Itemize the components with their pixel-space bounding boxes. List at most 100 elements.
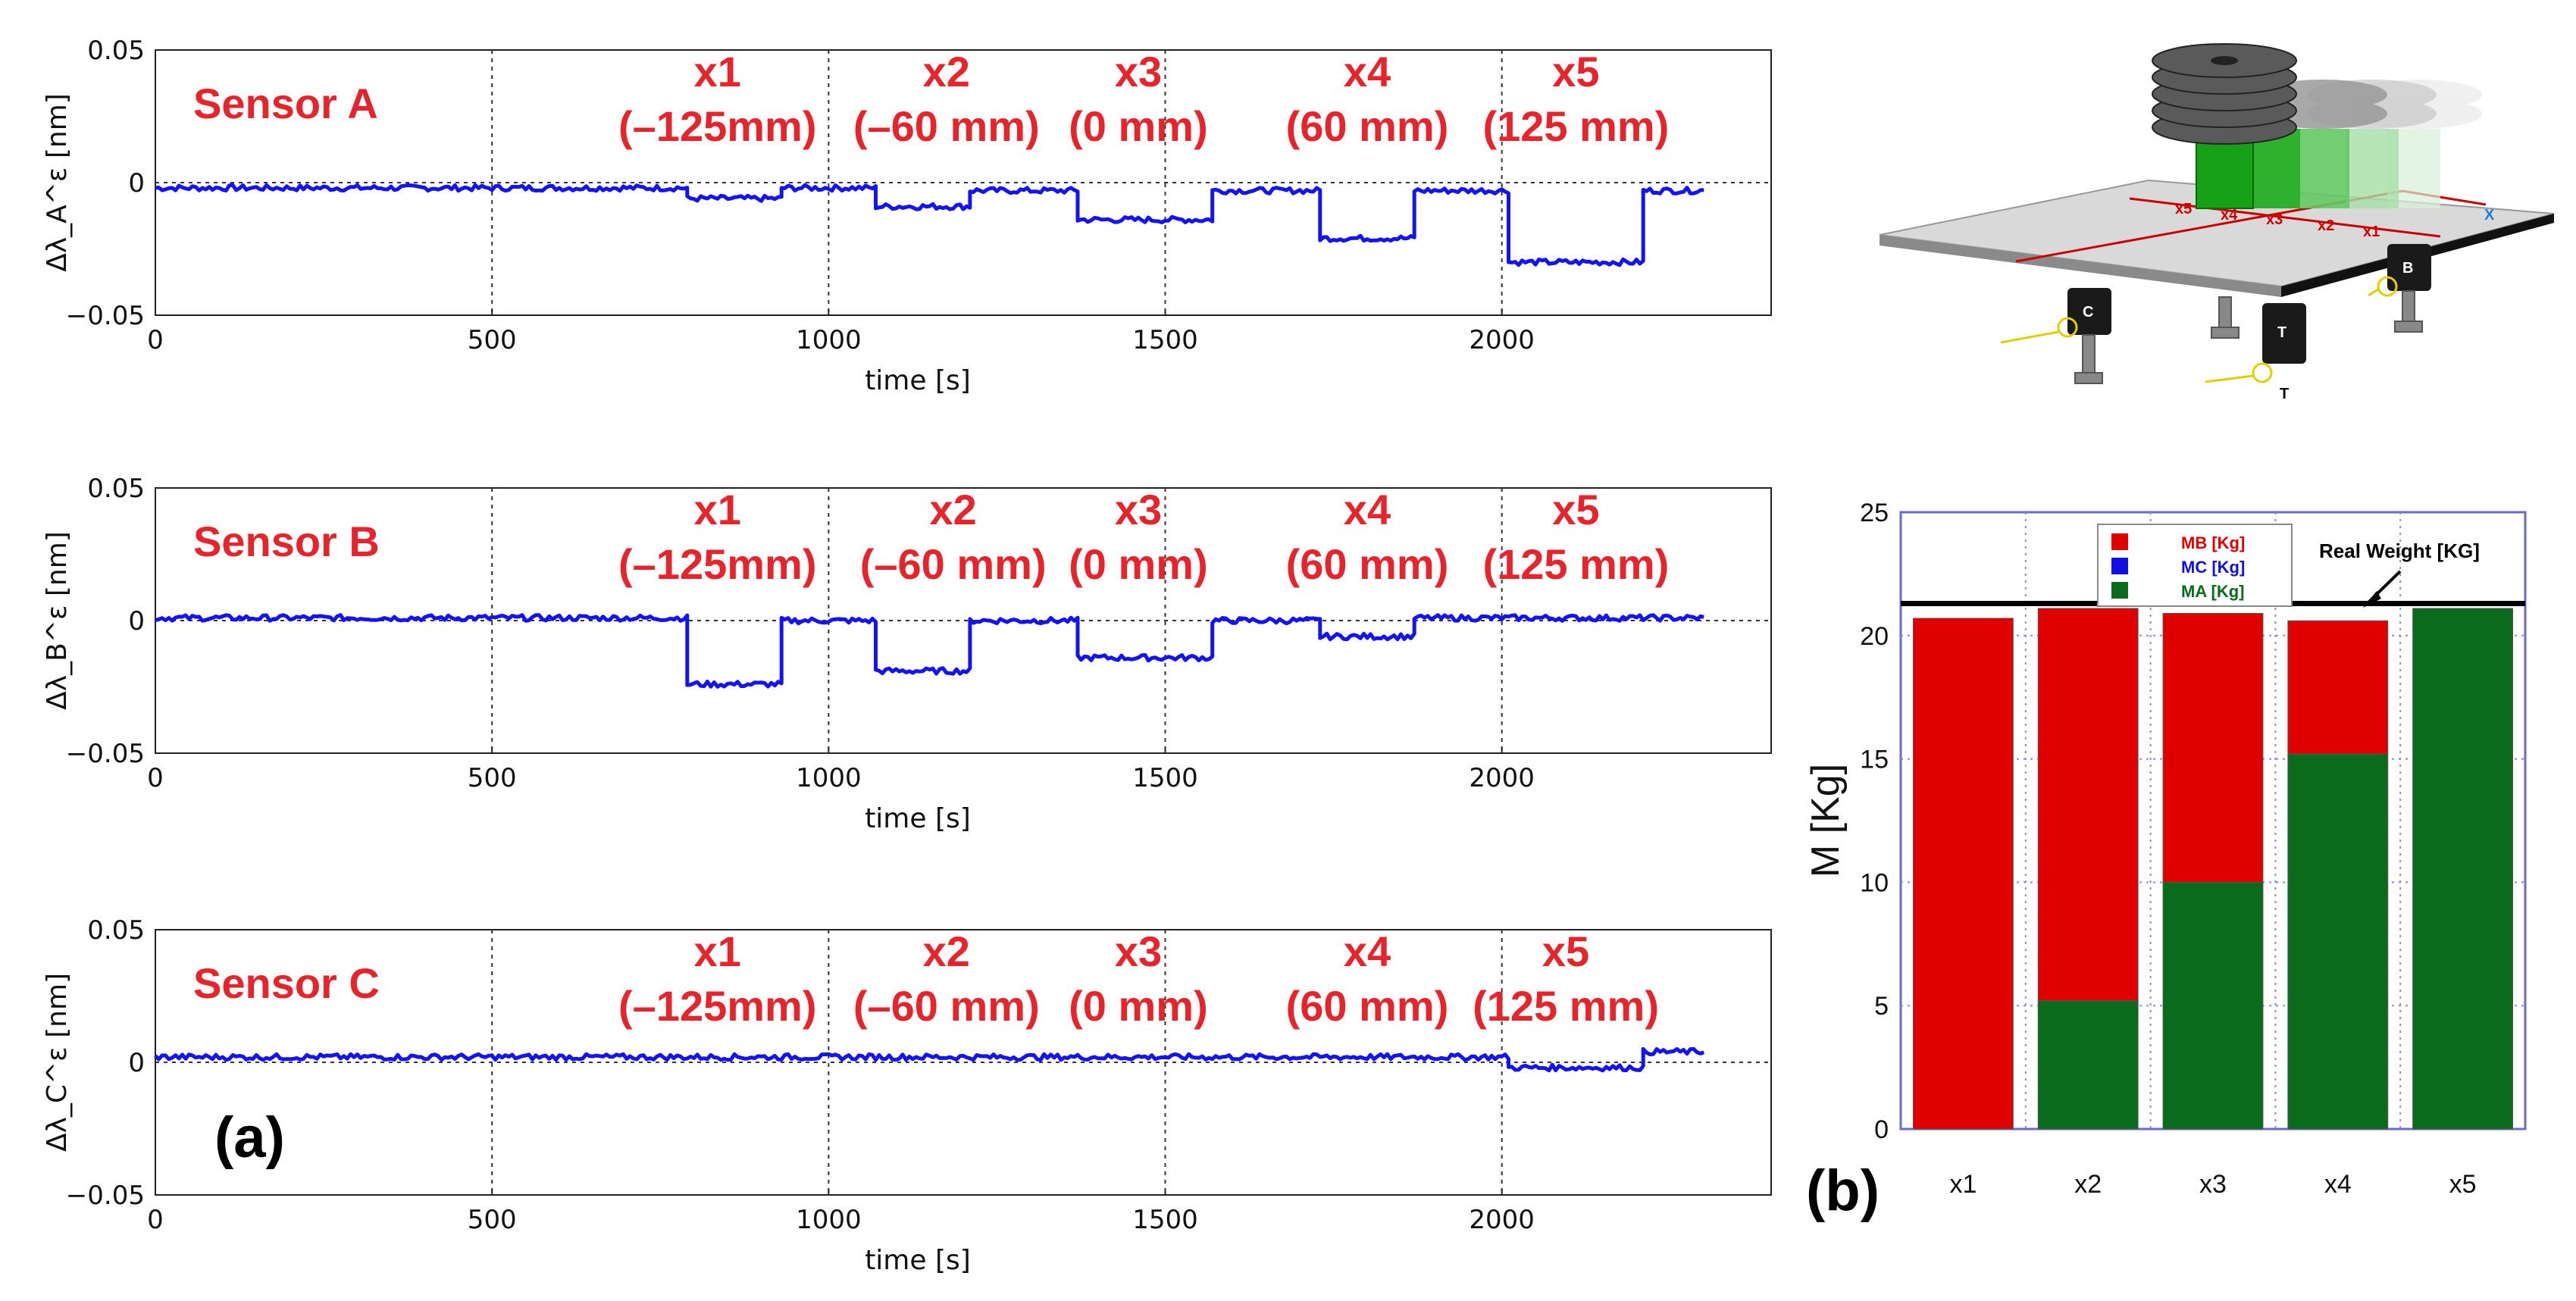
- sensor-a-ylabel: Δλ_A^ε [nm]: [42, 93, 73, 272]
- bar-ytick-label: 20: [1860, 622, 1889, 651]
- sensor-b-ytick-label: 0.05: [87, 474, 145, 504]
- illustration-sensor-t: T: [2277, 324, 2286, 341]
- sensor-b-xtick-label: 1500: [1132, 763, 1198, 793]
- sensor-b-ytick-label: −0.05: [66, 739, 145, 769]
- sensor-c-annotation-label: x3: [1115, 927, 1162, 975]
- sensor-c-xtick-label: 0: [147, 1205, 164, 1235]
- sensor-a-xtick-label: 0: [147, 325, 164, 355]
- sensor-c-ytick-label: 0.05: [87, 915, 145, 946]
- sensor-b-annotation-label: x2: [930, 486, 977, 533]
- sensor-a-ytick-label: 0.05: [87, 36, 145, 66]
- sensor-a-annotation-position: (125 mm): [1482, 102, 1669, 150]
- bar-legend-swatch: [2111, 533, 2128, 550]
- sensor-c-annotation-label: x2: [923, 927, 970, 975]
- illustration-axis-x: X: [2484, 207, 2495, 224]
- sensor-c-annotation-position: (0 mm): [1069, 982, 1208, 1030]
- sensor-c-data-line: [154, 1046, 1705, 1073]
- sensor-b-xtick-label: 2000: [1469, 763, 1535, 793]
- sensor-c-ylabel: Δλ_C^ε [nm]: [42, 973, 73, 1152]
- bar-ytick-label: 0: [1874, 1115, 1889, 1144]
- sensor-b-ylabel: Δλ_B^ε [nm]: [42, 531, 73, 710]
- sensor-a-xtick-label: 1000: [796, 325, 862, 355]
- sensor-c-annotation-label: x5: [1542, 927, 1589, 975]
- sensor-c-xtick-label: 1500: [1132, 1205, 1198, 1235]
- sensor-c-annotation-position: (–60 mm): [853, 982, 1040, 1030]
- sensor-b-annotation-label: x5: [1552, 486, 1599, 533]
- scale-platform-illustration: X x5 x4 x3 x2 x1: [1879, 43, 2555, 402]
- bar-ytick-label: 5: [1874, 992, 1889, 1021]
- sensor-c-xtick-label: 2000: [1469, 1205, 1535, 1235]
- illustration-pos-5: x5: [2175, 201, 2192, 217]
- illustration-sensor-t-label: T: [2280, 386, 2289, 402]
- sensor-b-annotation-position: (60 mm): [1286, 540, 1449, 588]
- sensor-b-annotation-position: (125 mm): [1482, 540, 1669, 588]
- sensor-c-annotation-position: (–125mm): [618, 982, 816, 1030]
- real-weight-label: Real Weight [KG]: [2319, 539, 2480, 562]
- sensor-a-annotation-label: x3: [1115, 48, 1162, 95]
- bar-xtick-label: x2: [2074, 1170, 2102, 1199]
- bar-ytick-label: 15: [1860, 746, 1889, 774]
- illustration-pos-3: x3: [2266, 211, 2283, 228]
- bar-xtick-label: x5: [2449, 1170, 2477, 1199]
- sensor-c-xlabel: time [s]: [865, 1245, 971, 1276]
- sensor-a-ytick-label: −0.05: [66, 301, 145, 331]
- sensor-a-annotation-position: (–125mm): [618, 102, 816, 150]
- sensor-c-ytick-label: 0: [128, 1048, 145, 1078]
- sensor-c-annotation-position: (60 mm): [1286, 982, 1449, 1030]
- illustration-pos-1: x1: [2363, 224, 2380, 240]
- bar-segment-mb: [1912, 618, 2014, 1130]
- sensor-b-annotation-position: (–125mm): [618, 540, 816, 588]
- bar-legend-label: MB [Kg]: [2181, 533, 2245, 552]
- bar-ytick-label: 10: [1860, 868, 1889, 897]
- bar-legend-swatch: [2111, 582, 2128, 599]
- sensor-b-annotation-label: x1: [694, 486, 741, 533]
- sensor-b-xtick-label: 1000: [796, 763, 862, 793]
- bar-xtick-label: x1: [1949, 1170, 1977, 1199]
- sensor-a-annotation-position: (60 mm): [1286, 102, 1449, 150]
- sensor-a-xlabel: time [s]: [865, 365, 971, 396]
- sensor-a-annotation-label: x4: [1344, 48, 1391, 95]
- bar-xtick-label: x4: [2324, 1170, 2352, 1199]
- sensor-b-annotation-position: (0 mm): [1069, 540, 1208, 588]
- sensor-a-xtick-label: 2000: [1469, 325, 1535, 355]
- bar-segment-ma: [2412, 608, 2514, 1130]
- sensor-c-annotation-label: x4: [1344, 927, 1391, 975]
- bar-segment-ma: [2162, 881, 2264, 1130]
- bar-legend-swatch: [2111, 558, 2128, 574]
- sensor-c-title: Sensor C: [193, 959, 380, 1007]
- sensor-b-data-line: [155, 613, 1704, 689]
- sensor-a-title: Sensor A: [193, 80, 378, 127]
- panel-b-label: (b): [1806, 1159, 1880, 1223]
- sensor-b-xlabel: time [s]: [865, 803, 971, 834]
- bar-legend-label: MA [Kg]: [2181, 582, 2245, 601]
- bar-segment-mb: [2162, 612, 2264, 883]
- sensor-a-annotation-position: (–60 mm): [853, 102, 1040, 150]
- bar-segment-ma: [2037, 1000, 2139, 1130]
- sensor-c-annotation-label: x1: [694, 927, 741, 975]
- bar-ylabel: M [Kg]: [1804, 764, 1848, 877]
- bar-segment-mb: [2287, 620, 2389, 755]
- sensor-c-ytick-label: −0.05: [66, 1181, 145, 1211]
- bar-segment-ma: [2287, 753, 2389, 1130]
- sensor-a-ytick-label: 0: [128, 168, 145, 199]
- illustration-sensor-c: C: [2083, 304, 2093, 321]
- sensor-b-annotation-position: (–60 mm): [860, 540, 1047, 588]
- bar-legend: [2097, 524, 2293, 607]
- illustration-sensor-b: B: [2402, 260, 2413, 277]
- sensor-c-annotation-position: (125 mm): [1473, 982, 1659, 1030]
- sensor-a-annotation-position: (0 mm): [1069, 102, 1208, 150]
- illustration-pos-2: x2: [2318, 217, 2334, 234]
- sensor-a-annotation-label: x2: [923, 48, 970, 95]
- sensor-b-ytick-label: 0: [128, 606, 145, 636]
- sensor-a-annotation-label: x5: [1552, 48, 1599, 95]
- sensor-b-annotation-label: x4: [1344, 486, 1391, 533]
- bar-legend-label: MC [Kg]: [2181, 558, 2245, 577]
- sensor-a-annotation-label: x1: [694, 48, 741, 95]
- sensor-b-xtick-label: 500: [468, 763, 517, 793]
- sensor-b-annotation-label: x3: [1115, 486, 1162, 533]
- illustration-pos-4: x4: [2221, 207, 2238, 224]
